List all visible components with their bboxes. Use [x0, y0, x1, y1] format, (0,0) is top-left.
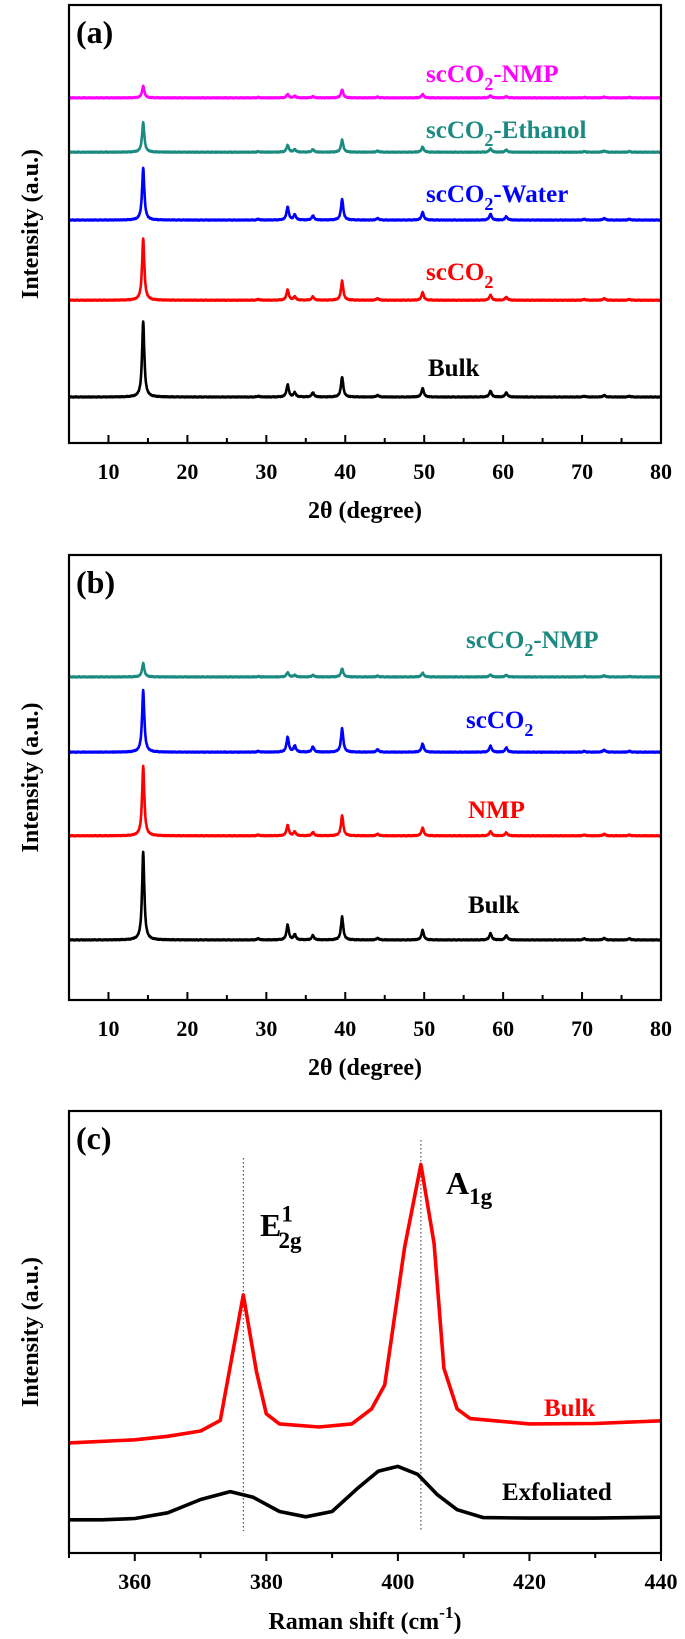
series-label-scco2-nmp-part: -NMP	[533, 627, 598, 654]
series-label-scco2-water-part: scCO	[426, 181, 484, 208]
series-label-bulk-part: Bulk	[428, 355, 480, 382]
plot-frame	[67, 553, 663, 1002]
series-label-bulk: Bulk	[544, 1395, 596, 1422]
series-label-bulk: Bulk	[428, 355, 480, 382]
series-label-exfoliated-part: Exfoliated	[502, 1479, 612, 1506]
annotation-e2g-part: 1	[281, 1201, 293, 1227]
annotation-e2g: E1 2g	[260, 1201, 302, 1254]
x-tick-label: 70	[571, 1016, 593, 1041]
panel-c: E1 2g A1g Bulk Exfoliated 360 380 400 420 440 Rama…	[18, 1109, 678, 1635]
panel-a: scCO2-NMPscCO2-EthanolscCO2-WaterscCO2Bu…	[18, 3, 672, 524]
annotation-e2g-part: 2g	[278, 1227, 302, 1253]
series-line-bulk	[68, 1162, 662, 1445]
series-line-exfoliated	[69, 1464, 662, 1522]
x-tick-label: 50	[413, 1016, 435, 1041]
series-label-bulk-part: Bulk	[544, 1395, 596, 1422]
series-label-exfoliated: Exfoliated	[502, 1479, 612, 1506]
x-tick-label: 80	[650, 459, 672, 484]
x-tick-label: 440	[645, 1569, 678, 1594]
series-label-scco2-part: scCO	[426, 259, 484, 286]
series-label-scco2-nmp-part: 2	[524, 640, 533, 660]
x-tick-label: 60	[492, 1016, 514, 1041]
x-tick-label: 50	[413, 459, 435, 484]
series-label-scco2-ethanol: scCO2-Ethanol	[426, 117, 586, 150]
x-tick-label: 420	[513, 1569, 546, 1594]
series-label-scco2-water: scCO2-Water	[426, 181, 568, 214]
x-tick-label: 40	[334, 459, 356, 484]
series-label-scco2-nmp-part: 2	[484, 74, 493, 94]
x-tick-label: 10	[97, 1016, 119, 1041]
series-label-scco2: scCO2	[426, 259, 493, 292]
y-axis-title: Intensity (a.u.)	[18, 1257, 44, 1407]
x-axis-title: Raman shift (cm-1)	[268, 1603, 461, 1635]
panel-label: (c)	[76, 1120, 112, 1156]
series-label-nmp-part: NMP	[468, 797, 525, 824]
series-label-bulk-part: Bulk	[468, 892, 520, 919]
series-label-scco2-part: scCO	[466, 707, 524, 734]
series-label-scco2-nmp-part: scCO	[426, 61, 484, 88]
series-label-scco2-nmp: scCO2-NMP	[426, 61, 559, 94]
series-label-scco2-nmp-part: scCO	[466, 627, 524, 654]
series-label-scco2-water-part: -Water	[493, 181, 568, 208]
x-tick-label: 20	[176, 1016, 198, 1041]
x-tick-label: 20	[176, 459, 198, 484]
annotation-a1g: A1g	[446, 1165, 493, 1209]
series-label-scco2-part: 2	[524, 720, 533, 740]
series-line-scco2	[68, 688, 663, 754]
y-axis-title: Intensity (a.u.)	[18, 702, 44, 852]
series-line-scco2	[68, 237, 663, 303]
series-line-scco2-nmp	[68, 84, 663, 100]
series-label-scco2-part: 2	[484, 272, 493, 292]
series-label-scco2-ethanol-part: scCO	[426, 117, 484, 144]
x-tick-label: 380	[250, 1569, 283, 1594]
series-label-scco2: scCO2	[466, 707, 533, 740]
series-label-bulk: Bulk	[468, 892, 520, 919]
series-label-nmp: NMP	[468, 797, 525, 824]
x-tick-label: 40	[334, 1016, 356, 1041]
x-tick-label: 30	[255, 459, 277, 484]
x-tick-label: 30	[255, 1016, 277, 1041]
y-axis-title: Intensity (a.u.)	[18, 149, 44, 299]
series-line-bulk	[68, 850, 663, 942]
annotation-e2g-part: E	[260, 1207, 281, 1243]
x-tick-label: 60	[492, 459, 514, 484]
x-axis-title-part: -1	[439, 1603, 453, 1622]
series-line-scco2-ethanol	[68, 120, 663, 154]
series-label-scco2-ethanol-part: -Ethanol	[493, 117, 586, 144]
annotation-a1g-part: 1g	[469, 1183, 493, 1209]
plot-frame	[67, 3, 663, 445]
x-tick-label: 400	[381, 1569, 414, 1594]
series-line-scco2-nmp	[68, 661, 663, 679]
series-line-scco2-water	[67, 166, 663, 222]
series-line-bulk	[68, 320, 663, 399]
plot-frame	[67, 1109, 663, 1555]
panel-label: (a)	[76, 14, 113, 50]
series-line-nmp	[67, 764, 663, 838]
x-tick-label: 10	[97, 459, 119, 484]
series-label-scco2-ethanol-part: 2	[484, 130, 493, 150]
series-label-scco2-water-part: 2	[484, 194, 493, 214]
panel-label: (b)	[76, 564, 115, 600]
x-tick-label: 360	[118, 1569, 151, 1594]
x-tick-label: 70	[571, 459, 593, 484]
series-label-scco2-nmp: scCO2-NMP	[466, 627, 599, 660]
x-tick-label: 80	[650, 1016, 672, 1041]
x-axis-title: 2θ (degree)	[308, 1055, 422, 1081]
x-axis-title-part: )	[454, 1609, 462, 1635]
x-axis-title-part: Raman shift (cm	[268, 1609, 439, 1635]
x-axis-title: 2θ (degree)	[308, 498, 422, 524]
annotation-a1g-part: A	[446, 1165, 469, 1201]
series-label-scco2-nmp-part: -NMP	[493, 61, 558, 88]
